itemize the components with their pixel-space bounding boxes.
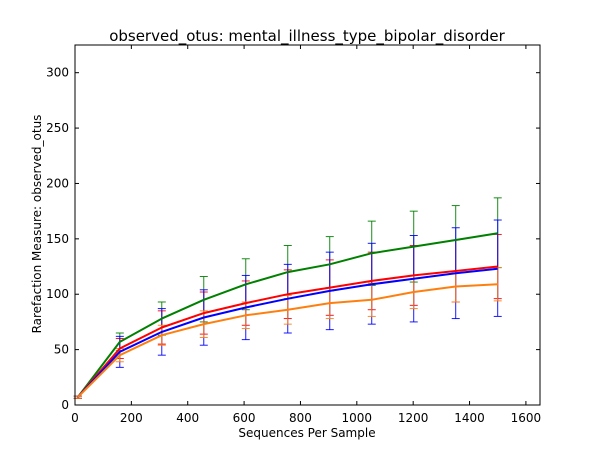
x-tick-label: 200 [120, 411, 143, 425]
series-line [77, 232, 498, 398]
x-tick-label: 1000 [342, 411, 373, 425]
y-tick-label: 50 [54, 343, 69, 357]
plot-frame [74, 44, 541, 406]
y-tick-label: 200 [46, 176, 69, 190]
series-line [77, 283, 498, 398]
axes: 0 200 400 600 800 1000 1200 1400 1600 0 50 100 150 20… [46, 44, 542, 425]
x-tick-label: 400 [176, 411, 199, 425]
y-axis-label: Rarefaction Measure: observed_otus [30, 115, 44, 334]
x-axis-label: Sequences Per Sample [238, 426, 375, 440]
x-tick-label: 1600 [511, 411, 542, 425]
y-tick-label: 300 [46, 66, 69, 80]
x-tick-label: 1400 [454, 411, 485, 425]
plot-area [73, 197, 502, 399]
series-line [77, 267, 498, 398]
x-tick-label: 1200 [398, 411, 429, 425]
y-tick-label: 0 [61, 398, 69, 412]
y-tick-label: 250 [46, 121, 69, 135]
chart-title: observed_otus: mental_illness_type_bipol… [109, 27, 505, 46]
x-tick-label: 0 [71, 411, 79, 425]
x-tick-label: 800 [289, 411, 312, 425]
y-tick-label: 150 [46, 232, 69, 246]
y-tick-label: 100 [46, 287, 69, 301]
series-line [77, 265, 498, 398]
x-tick-label: 600 [233, 411, 256, 425]
